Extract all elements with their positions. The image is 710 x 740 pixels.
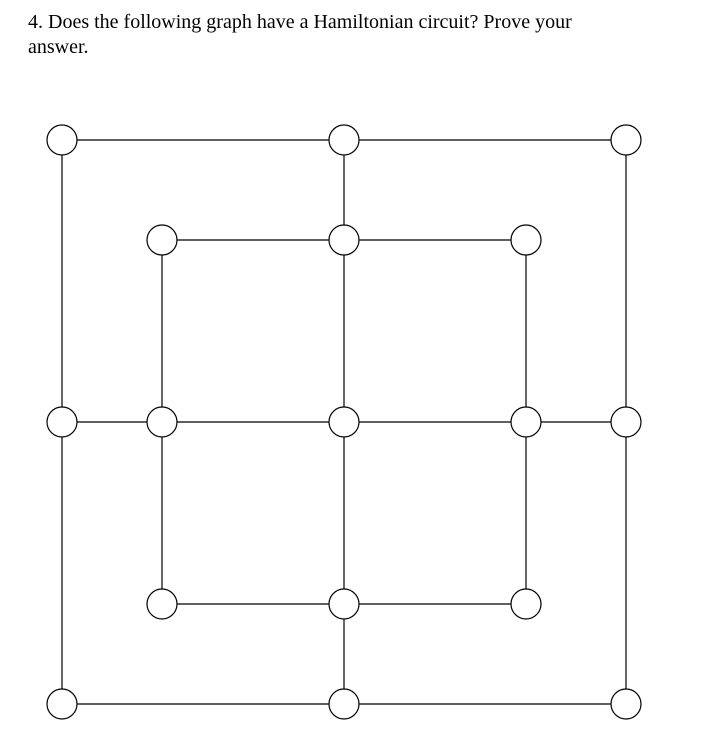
graph-node xyxy=(329,689,359,719)
graph-node xyxy=(611,407,641,437)
graph-node xyxy=(511,589,541,619)
graph-container xyxy=(32,110,656,734)
graph-svg xyxy=(32,110,656,734)
graph-node xyxy=(329,225,359,255)
graph-node xyxy=(147,407,177,437)
graph-node xyxy=(147,589,177,619)
graph-node xyxy=(511,407,541,437)
question-block: 4. Does the following graph have a Hamil… xyxy=(28,10,682,60)
question-prompt-line1: Does the following graph have a Hamilton… xyxy=(48,11,572,33)
graph-node xyxy=(47,125,77,155)
graph-node xyxy=(611,125,641,155)
graph-node xyxy=(329,589,359,619)
graph-node xyxy=(47,407,77,437)
graph-node xyxy=(329,407,359,437)
graph-node xyxy=(147,225,177,255)
page: 4. Does the following graph have a Hamil… xyxy=(0,0,710,740)
graph-node xyxy=(47,689,77,719)
graph-node xyxy=(329,125,359,155)
question-number: 4. xyxy=(28,11,43,33)
question-prompt-line2: answer. xyxy=(28,35,682,60)
graph-node xyxy=(611,689,641,719)
graph-node xyxy=(511,225,541,255)
